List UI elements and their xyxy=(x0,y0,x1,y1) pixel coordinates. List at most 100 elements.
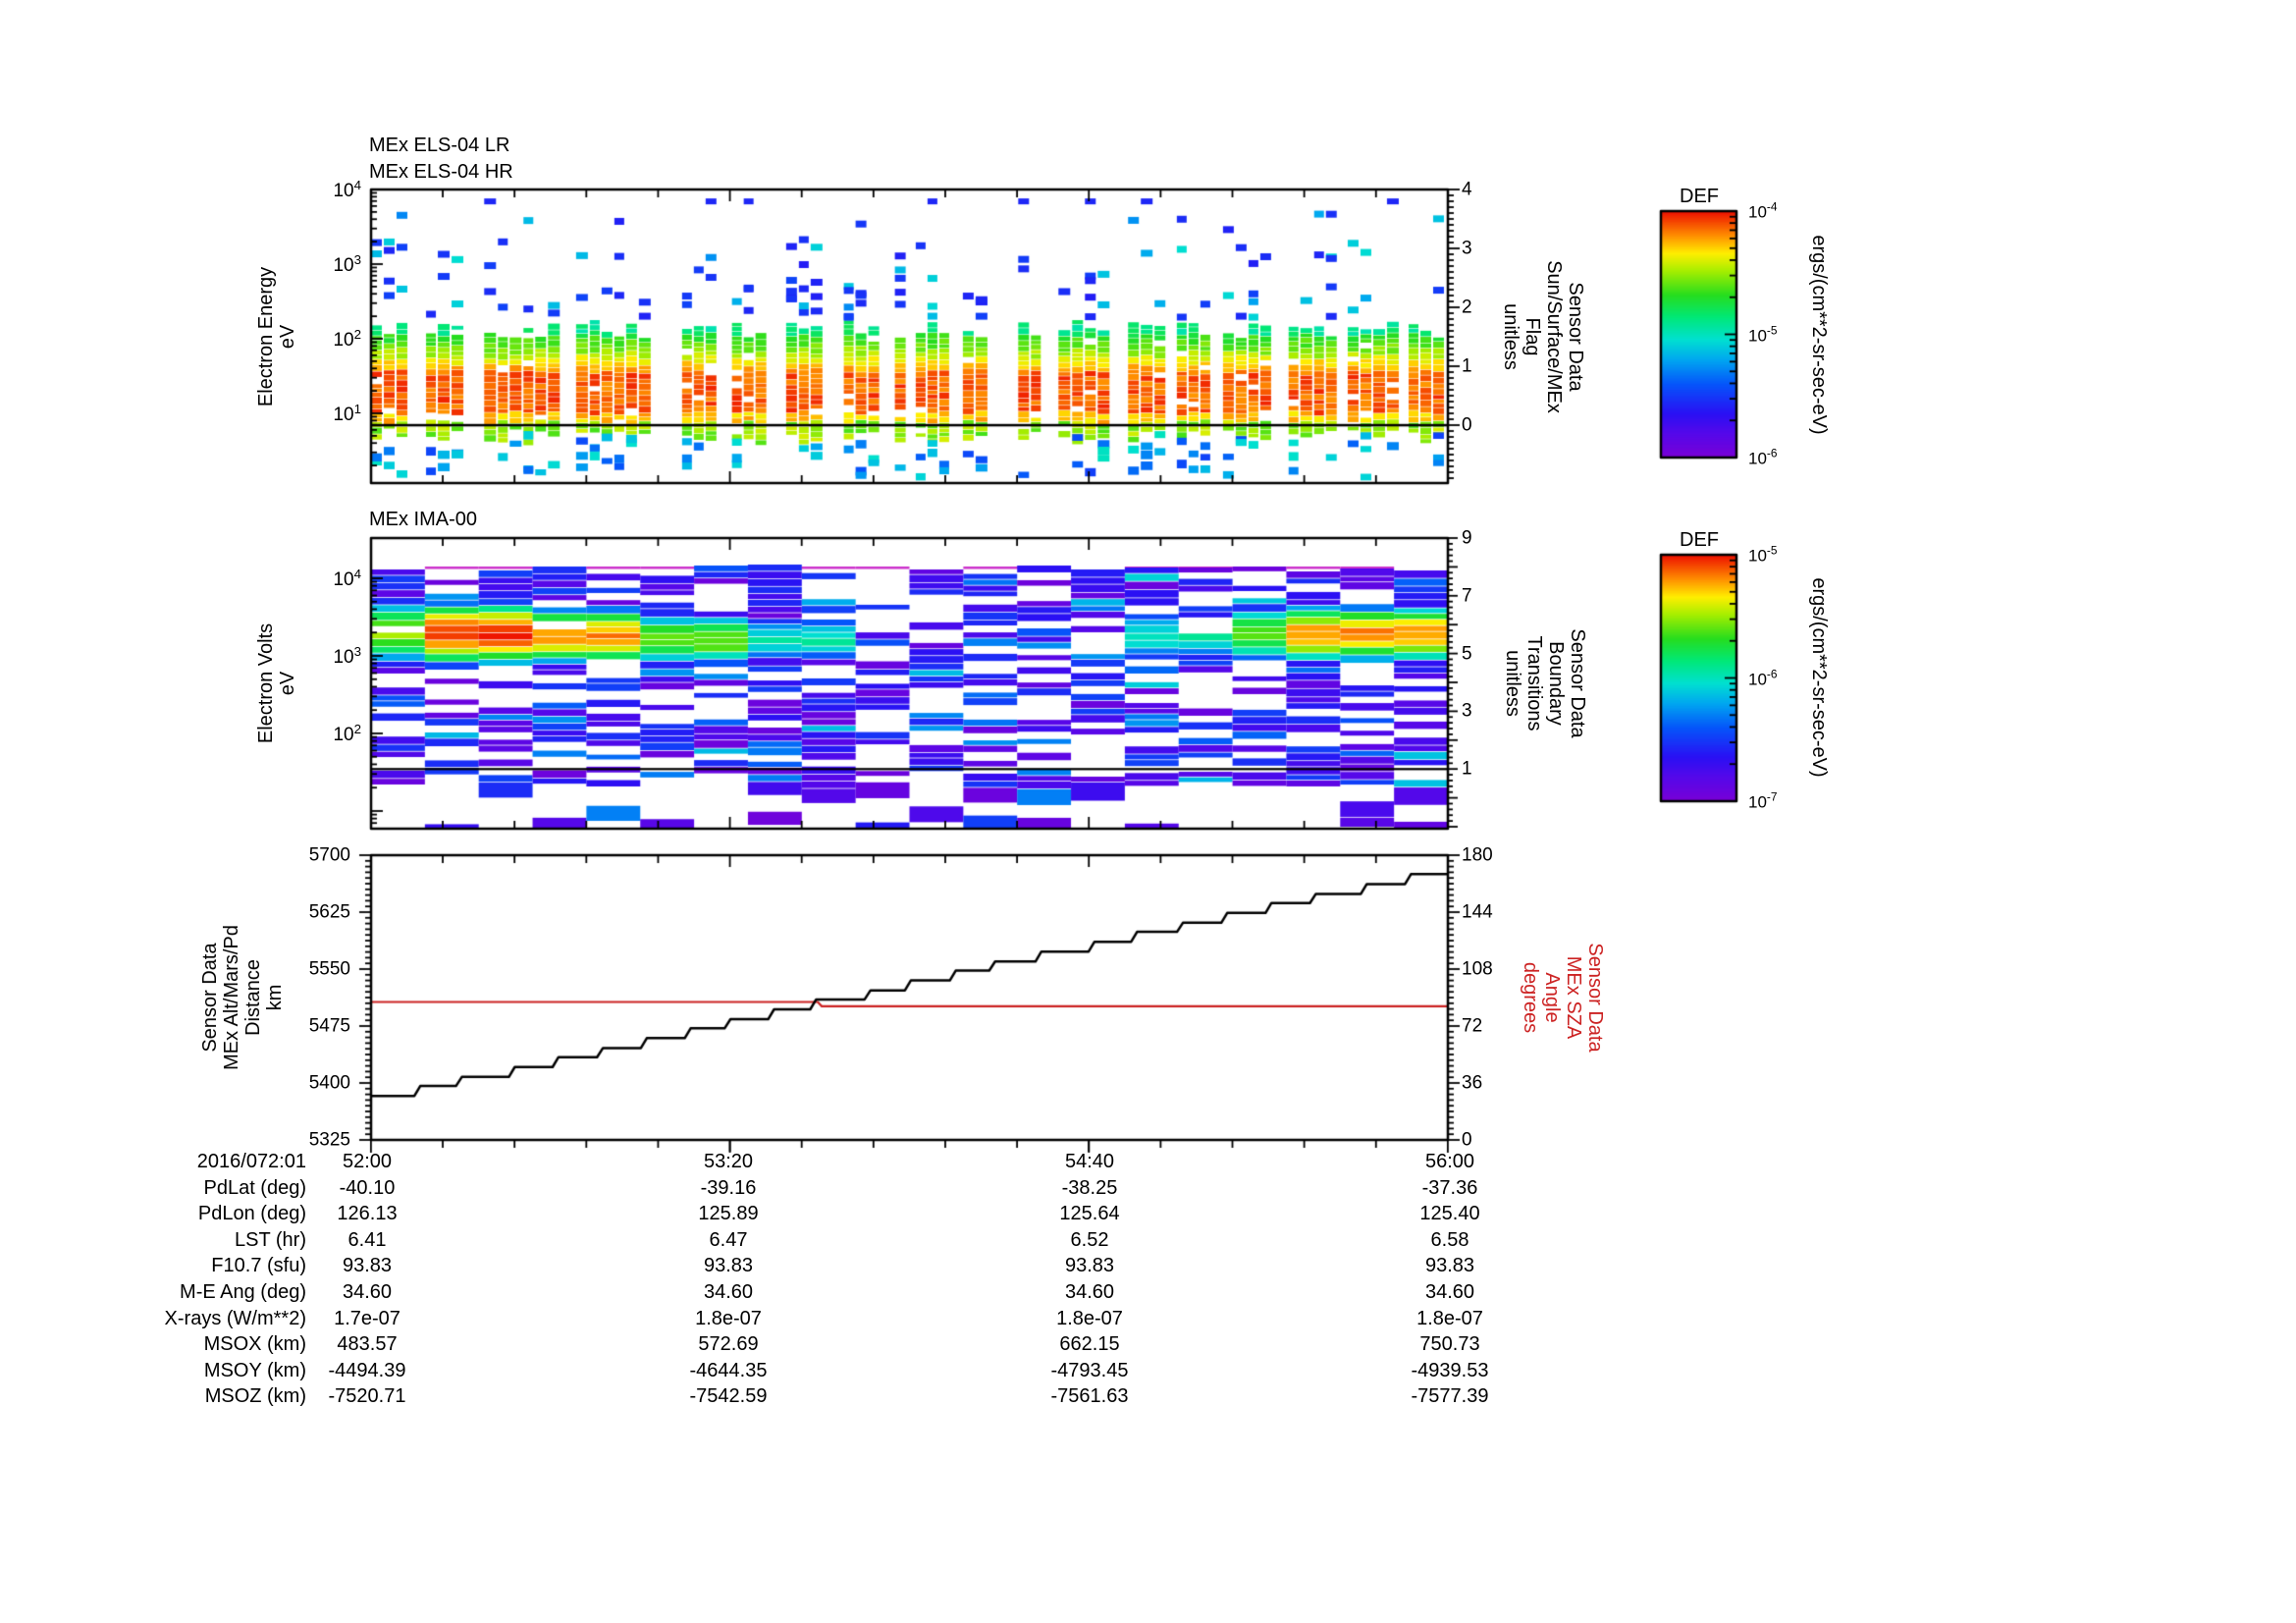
alt-km-tick-label: 5625 xyxy=(308,901,350,923)
ima-transitions-tick-label: 1 xyxy=(1462,758,1472,780)
table-cell: -4644.35 xyxy=(689,1359,768,1381)
ima-transitions-tick-label: 9 xyxy=(1462,527,1472,549)
table-cell: -38.25 xyxy=(1061,1176,1118,1199)
table-row-label: MSOX (km) xyxy=(203,1333,306,1356)
table-cell: 1.8e-07 xyxy=(1416,1307,1483,1329)
els-ytick-label: 104 xyxy=(333,177,361,202)
ima-transitions-tick-label: 7 xyxy=(1462,585,1472,607)
table-cell: 6.41 xyxy=(347,1228,387,1251)
table-cell: -39.16 xyxy=(700,1176,757,1199)
x-axis-time-label: 52:00 xyxy=(342,1151,393,1172)
els-right-axis-label-line: unitless xyxy=(1500,303,1522,370)
els-right-axis-label-line: Sun/Surface/MEx xyxy=(1543,260,1565,413)
table-cell: 6.52 xyxy=(1070,1228,1109,1251)
x-axis-time-label: 56:00 xyxy=(1424,1151,1475,1172)
ima-y-axis-label-line: eV xyxy=(277,671,298,696)
table-cell: 34.60 xyxy=(342,1281,393,1303)
colorbar1-unit-label-line: ergs/(cm**2-sr-sec-eV) xyxy=(1808,235,1830,435)
els-flag-tick-label: 3 xyxy=(1462,238,1472,259)
table-cell: 662.15 xyxy=(1059,1333,1120,1356)
table-cell: 125.64 xyxy=(1059,1203,1120,1225)
colorbar1-unit-label: ergs/(cm**2-sr-sec-eV) xyxy=(1808,235,1830,434)
x-axis-time-label: 53:20 xyxy=(703,1151,754,1172)
els-ytick-label: 101 xyxy=(333,401,361,426)
ima-transitions-tick-label: 5 xyxy=(1462,643,1472,665)
table-row-label: X-rays (W/m**2) xyxy=(164,1307,306,1329)
alt-sza-axis-label-line: MEx SZA xyxy=(1563,955,1584,1040)
colorbar2-unit-label-line: ergs/(cm**2-sr-sec-eV) xyxy=(1808,577,1830,778)
alt-sza-tick-label: 72 xyxy=(1462,1015,1483,1037)
ima-ytick-label: 102 xyxy=(333,721,361,746)
els-flag-tick-label: 1 xyxy=(1462,355,1472,377)
table-cell: 93.83 xyxy=(342,1255,393,1277)
ima-right-axis-label-line: Transitions xyxy=(1523,635,1545,731)
table-cell: 93.83 xyxy=(1064,1255,1115,1277)
els-right-axis-label: Sensor Data Sun/Surface/MEx Flag unitless xyxy=(1500,260,1586,413)
els-ytick-label: 102 xyxy=(333,326,361,352)
table-cell: 93.83 xyxy=(1424,1255,1475,1277)
colorbar2-unit-label: ergs/(cm**2-sr-sec-eV) xyxy=(1808,577,1830,777)
x-axis-time-label: 54:40 xyxy=(1064,1151,1115,1172)
table-cell: 1.8e-07 xyxy=(1056,1307,1123,1329)
colorbar1-tick-label: 10-6 xyxy=(1748,446,1778,468)
alt-km-tick-label: 5325 xyxy=(308,1129,350,1151)
alt-sza-axis-label-line: degrees xyxy=(1520,961,1541,1034)
table-row-label: M-E Ang (deg) xyxy=(180,1281,306,1303)
els-flag-tick-label: 0 xyxy=(1462,414,1472,436)
ima-right-axis-label: Sensor Data Boundary Transitions unitless xyxy=(1502,628,1588,737)
ima-y-axis-label: Electron Volts eV xyxy=(255,623,298,743)
alt-km-tick-label: 5400 xyxy=(308,1072,350,1094)
alt-y-axis-label-line: MEx Alt/Mars/Pd xyxy=(221,925,242,1070)
alt-sza-axis-label-line: Sensor Data xyxy=(1584,943,1606,1053)
alt-y-axis-label-line: Sensor Data xyxy=(199,943,221,1053)
table-cell: 6.58 xyxy=(1430,1228,1469,1251)
table-cell: 125.89 xyxy=(698,1203,759,1225)
table-row-label: LST (hr) xyxy=(235,1228,306,1251)
table-cell: 483.57 xyxy=(337,1333,398,1356)
colorbar2-tick-label: 10-7 xyxy=(1748,789,1778,812)
colorbar2-tick-label: 10-6 xyxy=(1748,667,1778,688)
ima-right-axis-label-line: unitless xyxy=(1502,650,1523,717)
alt-km-tick-label: 5700 xyxy=(308,844,350,866)
table-cell: 6.47 xyxy=(709,1228,748,1251)
els-ytick-label: 103 xyxy=(333,251,361,277)
alt-y-axis-label: Sensor Data MEx Alt/Mars/Pd Distance km xyxy=(199,925,286,1070)
table-cell: 34.60 xyxy=(703,1281,754,1303)
table-cell: 572.69 xyxy=(698,1333,759,1356)
table-cell: -40.10 xyxy=(339,1176,396,1199)
ima-transitions-tick-label: 3 xyxy=(1462,700,1472,722)
els-right-axis-label-line: Flag xyxy=(1522,317,1543,356)
ima-y-axis-label-line: Electron Volts xyxy=(255,622,277,744)
alt-y-axis-label-line: km xyxy=(264,984,286,1011)
table-cell: -4793.45 xyxy=(1050,1359,1129,1381)
table-cell: -7577.39 xyxy=(1411,1385,1489,1408)
alt-km-tick-label: 5550 xyxy=(308,958,350,980)
ima-right-axis-label-line: Sensor Data xyxy=(1567,628,1588,738)
table-date-label: 2016/072:01 xyxy=(196,1151,306,1172)
ima-right-axis-label-line: Boundary xyxy=(1545,641,1567,726)
els-right-axis-label-line: Sensor Data xyxy=(1565,282,1586,392)
els-y-axis-label-line: eV xyxy=(277,324,298,350)
table-cell: -37.36 xyxy=(1421,1176,1478,1199)
alt-km-tick-label: 5475 xyxy=(308,1015,350,1037)
ima-title: MEx IMA-00 xyxy=(369,509,478,530)
table-cell: 126.13 xyxy=(337,1203,398,1225)
els-title-line1: MEx ELS-04 LR xyxy=(369,135,510,156)
alt-sza-tick-label: 36 xyxy=(1462,1072,1483,1094)
ima-ytick-label: 103 xyxy=(333,643,361,669)
alt-sza-tick-label: 180 xyxy=(1462,844,1493,866)
table-row-label: PdLon (deg) xyxy=(197,1203,306,1225)
els-y-axis-label: Electron Energy eV xyxy=(255,267,298,406)
table-cell: -4494.39 xyxy=(328,1359,406,1381)
els-flag-tick-label: 2 xyxy=(1462,297,1472,318)
table-cell: -4939.53 xyxy=(1411,1359,1489,1381)
ima-ytick-label: 104 xyxy=(333,566,361,591)
colorbar2-tick-label: 10-5 xyxy=(1748,543,1778,566)
els-y-axis-label-line: Electron Energy xyxy=(255,266,277,407)
table-cell: -7520.71 xyxy=(328,1385,406,1408)
table-cell: 125.40 xyxy=(1419,1203,1480,1225)
table-row-label: MSOZ (km) xyxy=(204,1385,306,1408)
table-cell: 1.8e-07 xyxy=(695,1307,762,1329)
